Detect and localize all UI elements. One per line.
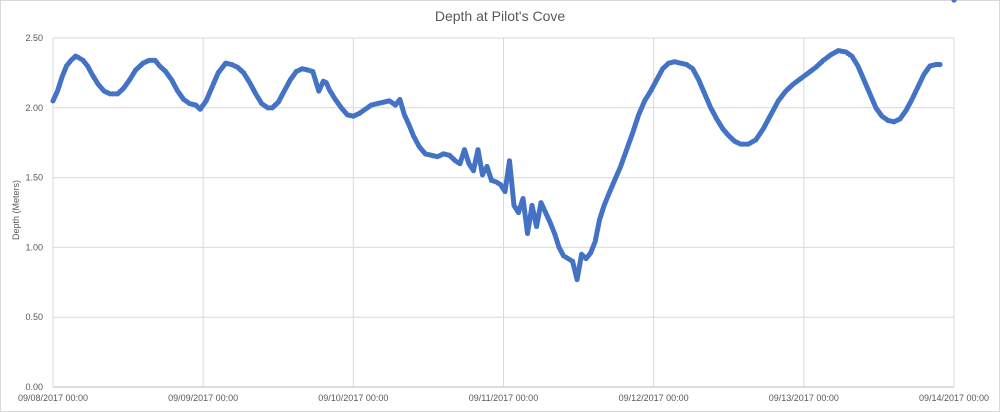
- x-tick-label: 09/12/2017 00:00: [619, 393, 689, 403]
- data-point: [937, 61, 943, 68]
- y-axis-ticks: 0.00 0.50 1.00 1.50 2.00 2.50: [25, 33, 43, 392]
- x-tick-label: 09/13/2017 00:00: [769, 393, 839, 403]
- x-tick-label: 09/09/2017 00:00: [168, 393, 238, 403]
- depth-series: [50, 0, 957, 283]
- x-tick-label: 09/14/2017 00:00: [919, 393, 989, 403]
- data-point: [951, 0, 957, 3]
- x-tick-label: 09/08/2017 00:00: [18, 393, 88, 403]
- y-tick-label: 0.50: [25, 312, 43, 322]
- y-tick-label: 2.50: [25, 33, 43, 43]
- series-line: [52, 49, 942, 281]
- y-tick-label: 2.00: [25, 103, 43, 113]
- y-tick-label: 1.50: [25, 173, 43, 183]
- chart-title: Depth at Pilot's Cove: [434, 8, 566, 24]
- gridlines: [52, 37, 955, 388]
- y-tick-label: 1.00: [25, 242, 43, 252]
- x-tick-label: 09/11/2017 00:00: [469, 393, 538, 403]
- x-axis-ticks: 09/08/2017 00:00 09/09/2017 00:00 09/10/20…: [18, 393, 989, 403]
- x-tick-label: 09/10/2017 00:00: [318, 393, 388, 403]
- y-tick-label: 0.00: [25, 382, 43, 392]
